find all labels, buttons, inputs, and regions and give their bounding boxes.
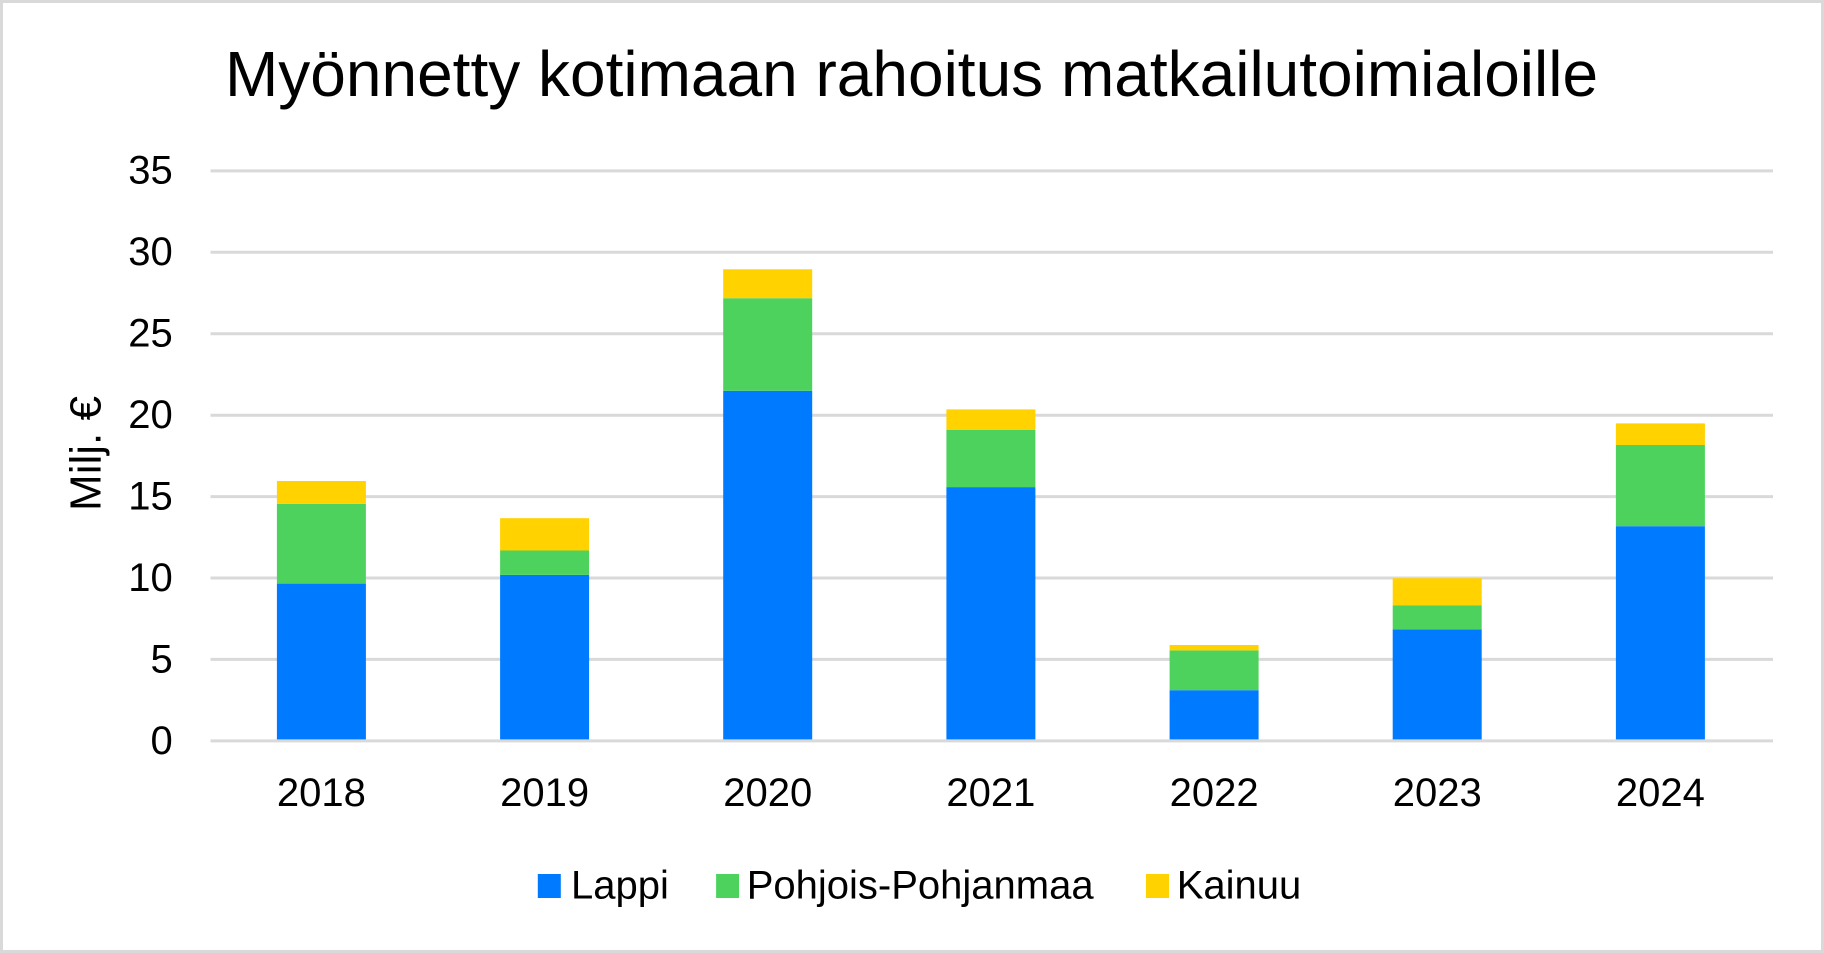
- svg-text:30: 30: [128, 230, 173, 274]
- svg-text:5: 5: [151, 638, 173, 682]
- svg-text:0: 0: [151, 719, 173, 763]
- svg-text:10: 10: [128, 556, 173, 600]
- svg-text:2023: 2023: [1393, 771, 1482, 815]
- svg-text:35: 35: [128, 149, 173, 193]
- svg-text:15: 15: [128, 475, 173, 519]
- svg-text:Kainuu: Kainuu: [1177, 864, 1302, 908]
- svg-text:Milj. €: Milj. €: [62, 396, 111, 511]
- svg-text:2024: 2024: [1616, 771, 1705, 815]
- svg-text:Lappi: Lappi: [571, 864, 669, 908]
- svg-text:2022: 2022: [1170, 771, 1259, 815]
- svg-text:25: 25: [128, 312, 173, 356]
- svg-text:2018: 2018: [277, 771, 366, 815]
- svg-text:2021: 2021: [946, 771, 1035, 815]
- svg-text:20: 20: [128, 393, 173, 437]
- svg-text:2019: 2019: [500, 771, 589, 815]
- svg-text:Pohjois-Pohjanmaa: Pohjois-Pohjanmaa: [747, 864, 1095, 908]
- svg-text:2020: 2020: [723, 771, 812, 815]
- svg-text:Myönnetty kotimaan rahoitus ma: Myönnetty kotimaan rahoitus matkailutoim…: [225, 38, 1598, 110]
